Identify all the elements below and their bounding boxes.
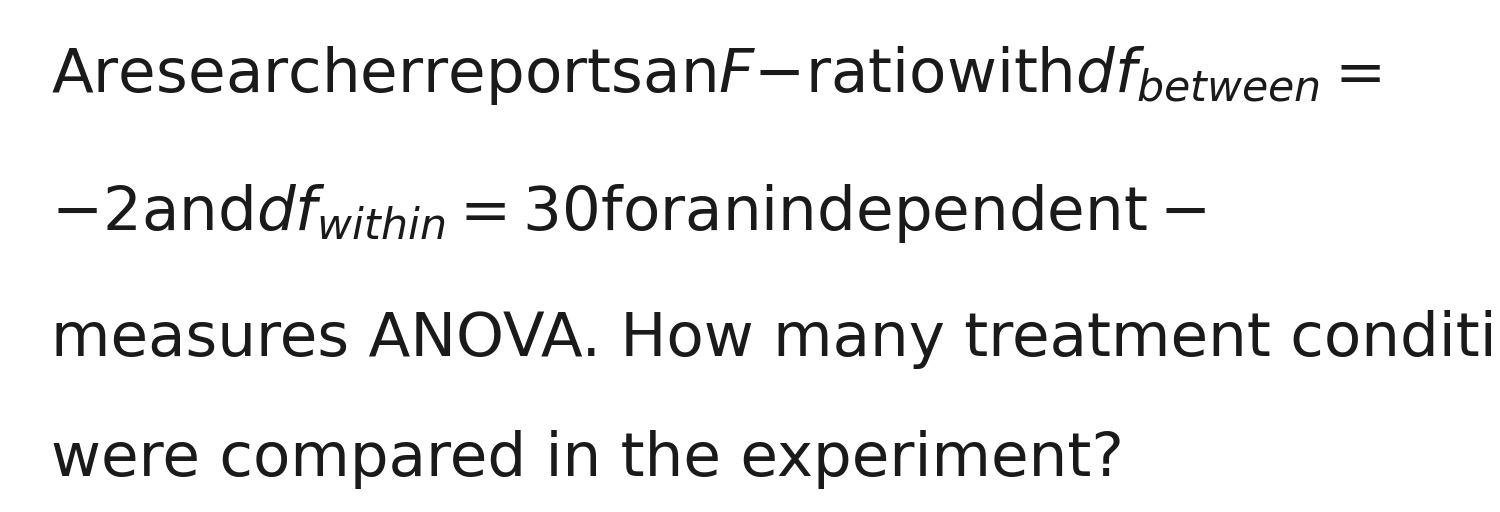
Text: measures ANOVA. How many treatment conditions: measures ANOVA. How many treatment condi… [51,310,1500,369]
Text: $\mathdefault{A researcher reports an }F\mathdefault{ -ratio with }df_{between}=: $\mathdefault{A researcher reports an }F… [51,44,1382,107]
Text: were compared in the experiment?: were compared in the experiment? [51,430,1124,489]
Text: $-2\mathdefault{ and }df_{within}= 30\mathdefault{ for an independent-}$: $-2\mathdefault{ and }df_{within}= 30\ma… [51,182,1206,245]
